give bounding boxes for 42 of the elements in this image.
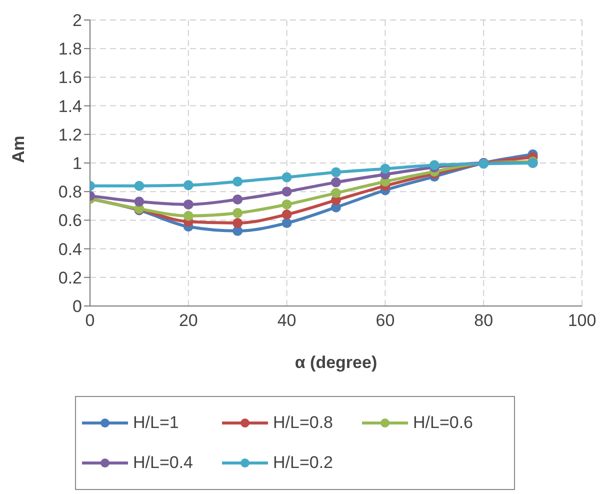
y-tick-label: 1.2 (58, 125, 82, 144)
point (232, 218, 243, 228)
y-tick-label: 0.8 (58, 182, 82, 202)
point (282, 186, 292, 197)
point (232, 176, 243, 187)
point (282, 209, 292, 220)
point (331, 167, 341, 178)
point (134, 180, 144, 191)
point (183, 180, 194, 190)
legend-label: H/L=0.6 (413, 413, 474, 433)
y-tick-label: 1.4 (58, 96, 82, 116)
point (380, 164, 390, 174)
y-axis-title: Am (9, 136, 28, 163)
y-tick-label: 0.2 (58, 268, 82, 288)
point (134, 196, 144, 207)
y-tick-label: 0 (72, 297, 82, 316)
legend-label: H/L=0.8 (273, 413, 334, 433)
point (232, 208, 243, 218)
x-tick-label: 100 (568, 311, 596, 330)
legend-label: H/L=0.2 (273, 453, 334, 473)
point (282, 218, 292, 228)
x-tick-label: 20 (178, 311, 198, 330)
y-tick-label: 1.6 (58, 68, 82, 88)
point (232, 194, 243, 204)
point (183, 210, 194, 221)
point (183, 199, 194, 210)
point (282, 172, 292, 182)
y-tick-label: 0.6 (58, 211, 82, 230)
x-tick-label: 40 (277, 311, 296, 330)
x-tick-label: 80 (474, 311, 494, 330)
y-tick-label: 2 (72, 11, 82, 30)
x-axis-title: α (degree) (294, 353, 378, 372)
point (331, 188, 341, 198)
point (282, 199, 292, 210)
x-tick-label: 60 (376, 311, 395, 330)
x-tick-label: 0 (85, 311, 95, 330)
y-tick-label: 1 (72, 154, 82, 174)
y-tick-label: 1.8 (58, 40, 82, 59)
point (331, 177, 341, 188)
legend-label: H/L=0.4 (133, 453, 194, 473)
legend-label: H/L=1 (133, 413, 179, 433)
y-tick-label: 0.4 (58, 240, 82, 259)
